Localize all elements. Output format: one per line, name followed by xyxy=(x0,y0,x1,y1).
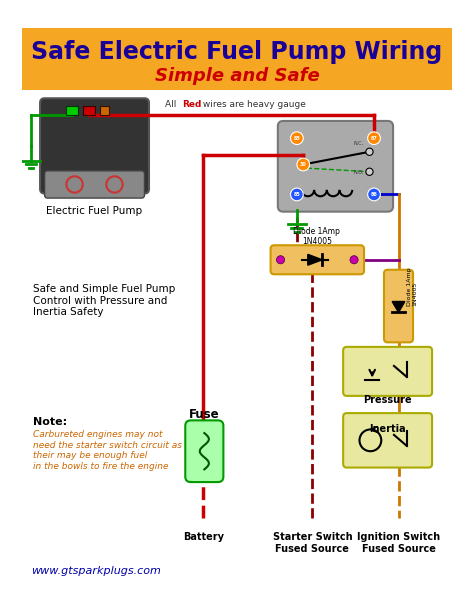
Text: 30: 30 xyxy=(300,162,307,167)
FancyBboxPatch shape xyxy=(343,413,432,468)
Polygon shape xyxy=(392,302,405,313)
Text: Safe and Simple Fuel Pump
Control with Pressure and
Inertia Safety: Safe and Simple Fuel Pump Control with P… xyxy=(33,284,175,317)
Circle shape xyxy=(368,132,380,145)
Text: Carbureted engines may not
need the starter switch circuit as
their may be enoug: Carbureted engines may not need the star… xyxy=(33,430,182,471)
Text: Red: Red xyxy=(182,100,201,109)
FancyBboxPatch shape xyxy=(45,171,145,198)
Text: Safe Electric Fuel Pump Wiring: Safe Electric Fuel Pump Wiring xyxy=(31,40,443,64)
Text: Starter Switch
Fused Source: Starter Switch Fused Source xyxy=(273,532,352,554)
Text: Pressure: Pressure xyxy=(363,395,412,405)
FancyBboxPatch shape xyxy=(40,98,149,194)
Text: N.C.: N.C. xyxy=(353,142,363,147)
Text: 87: 87 xyxy=(371,135,377,140)
FancyBboxPatch shape xyxy=(343,347,432,396)
Text: Electric Fuel Pump: Electric Fuel Pump xyxy=(46,206,143,216)
Text: All: All xyxy=(165,100,180,109)
Text: Inertia: Inertia xyxy=(369,424,406,434)
Circle shape xyxy=(366,148,373,156)
Text: www.gtsparkplugs.com: www.gtsparkplugs.com xyxy=(31,566,161,576)
Text: Simple and Safe: Simple and Safe xyxy=(155,67,319,85)
Text: Battery: Battery xyxy=(183,532,224,542)
Bar xyxy=(83,105,95,115)
FancyBboxPatch shape xyxy=(271,245,364,274)
FancyBboxPatch shape xyxy=(384,270,413,342)
Text: Note:: Note: xyxy=(33,417,67,427)
Text: 86: 86 xyxy=(371,192,377,197)
Bar xyxy=(100,105,109,115)
Polygon shape xyxy=(308,254,322,265)
Text: wires are heavy gauge: wires are heavy gauge xyxy=(200,100,306,109)
Circle shape xyxy=(368,188,380,201)
Text: N.O.: N.O. xyxy=(353,170,364,175)
Bar xyxy=(65,105,78,115)
Text: 85: 85 xyxy=(293,135,300,140)
Text: Diode 1Amp
1N4005: Diode 1Amp 1N4005 xyxy=(407,267,418,306)
Text: Diode 1Amp
1N4005: Diode 1Amp 1N4005 xyxy=(293,227,340,246)
Circle shape xyxy=(350,256,358,264)
Circle shape xyxy=(297,158,310,171)
Text: Ignition Switch
Fused Source: Ignition Switch Fused Source xyxy=(357,532,440,554)
Circle shape xyxy=(276,256,285,264)
Text: Fuse: Fuse xyxy=(189,408,219,421)
Circle shape xyxy=(291,132,303,145)
FancyBboxPatch shape xyxy=(278,121,393,211)
Circle shape xyxy=(366,168,373,175)
FancyBboxPatch shape xyxy=(22,28,452,90)
Text: 85: 85 xyxy=(293,192,300,197)
FancyBboxPatch shape xyxy=(185,421,223,482)
Circle shape xyxy=(291,188,303,201)
